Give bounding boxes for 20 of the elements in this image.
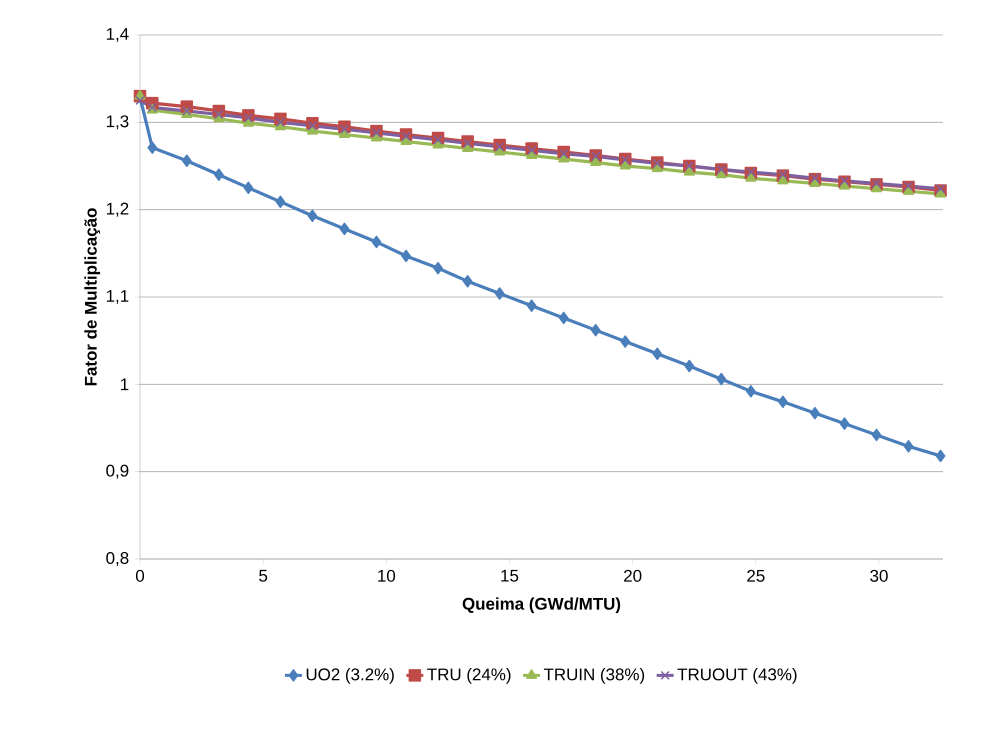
x-tick-label: 30 — [870, 570, 888, 582]
x-axis-title: Queima (GWd/MTU) — [462, 597, 620, 614]
legend-label: UO2 (3.2%) — [306, 668, 394, 684]
y-tick-label: 1,2 — [106, 202, 128, 217]
legend-label: TRUIN (38%) — [544, 668, 644, 684]
y-tick-label: 1,1 — [106, 290, 128, 304]
y-tick-label: 1 — [121, 378, 128, 390]
x-tick-label: 0 — [136, 570, 144, 582]
y-tick-label: 1,4 — [106, 28, 129, 42]
legend-label: TRU (24%) — [427, 668, 510, 684]
y-tick-label: 1,3 — [106, 115, 128, 130]
x-tick-label: 25 — [747, 570, 765, 582]
x-tick-label: 20 — [624, 570, 642, 582]
y-axis-title: Fator de Multiplicação — [84, 208, 100, 386]
legend-label: TRUOUT (43%) — [678, 668, 797, 684]
x-tick-label: 15 — [501, 570, 518, 582]
y-tick-label: 0,8 — [106, 552, 128, 566]
y-tick-label: 0,9 — [106, 464, 128, 479]
x-tick-label: 10 — [378, 570, 396, 582]
x-tick-label: 5 — [259, 570, 268, 582]
